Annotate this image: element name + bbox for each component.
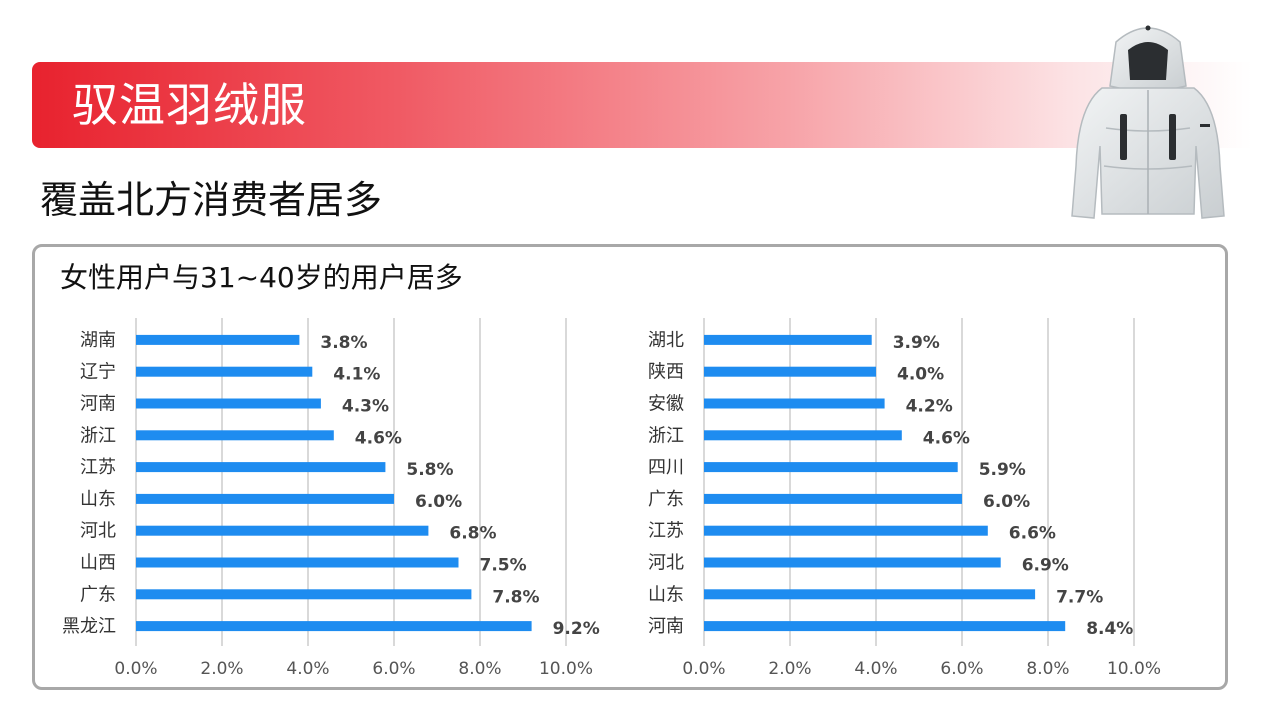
category-label: 山东	[648, 584, 684, 605]
title-banner	[32, 62, 1252, 148]
bar	[136, 398, 321, 409]
category-label: 四川	[648, 457, 684, 478]
data-label: 3.9%	[893, 333, 940, 353]
category-label: 河南	[648, 616, 684, 637]
category-label: 湖南	[80, 330, 116, 351]
data-label: 4.6%	[923, 428, 970, 448]
bar	[136, 525, 429, 536]
data-label: 4.6%	[355, 428, 402, 448]
category-label: 安徽	[648, 394, 684, 415]
category-label: 广东	[648, 489, 684, 510]
category-label: 浙江	[80, 425, 116, 446]
bar	[704, 493, 962, 504]
x-tick-label: 0.0%	[682, 659, 725, 679]
bar	[704, 621, 1066, 632]
category-label: 湖北	[648, 330, 684, 351]
x-tick-label: 8.0%	[458, 659, 501, 679]
region-chart-right-svg: 0.0% 2.0% 4.0% 6.0% 8.0% 10.0% 湖北 3.9% 陕西 4.0% 安徽 4…	[648, 318, 1161, 679]
data-label: 4.3%	[342, 397, 389, 417]
bar	[136, 493, 394, 504]
bar	[704, 525, 988, 536]
x-tick-label: 2.0%	[200, 659, 243, 679]
x-tick-label: 6.0%	[372, 659, 415, 679]
data-label: 7.7%	[1056, 587, 1103, 607]
bar	[136, 557, 459, 568]
x-tick-label: 0.0%	[114, 659, 157, 679]
category-label: 陕西	[648, 362, 684, 383]
x-tick-label: 6.0%	[940, 659, 983, 679]
x-tick-label: 10.0%	[539, 659, 593, 679]
bar	[136, 621, 532, 632]
down-jacket-image	[1071, 25, 1225, 219]
bar	[704, 589, 1036, 600]
x-tick-label: 10.0%	[1107, 659, 1161, 679]
category-label: 江苏	[648, 521, 684, 542]
data-label: 6.8%	[449, 524, 496, 544]
bar	[136, 334, 300, 345]
bar	[704, 334, 872, 345]
data-label: 4.2%	[906, 397, 953, 417]
panel-title: 女性用户与31~40岁的用户居多	[60, 261, 463, 294]
page-subtitle: 覆盖北方消费者居多	[40, 178, 383, 222]
region-chart-left-svg: 0.0% 2.0% 4.0% 6.0% 8.0% 10.0% 湖南 3.8% 辽宁 4.1% 河南 4…	[62, 318, 600, 679]
bar	[704, 462, 958, 473]
data-label: 5.9%	[979, 460, 1026, 480]
region-chart-right: 0.0% 2.0% 4.0% 6.0% 8.0% 10.0% 湖北 3.9% 陕西 4.0% 安徽 4…	[596, 318, 1176, 688]
x-tick-label: 4.0%	[286, 659, 329, 679]
category-label: 山东	[80, 489, 116, 510]
bar	[136, 462, 386, 473]
region-chart-left: 0.0% 2.0% 4.0% 6.0% 8.0% 10.0% 湖南 3.8% 辽宁 4.1% 河南 4…	[28, 318, 608, 688]
data-label: 8.4%	[1086, 619, 1133, 639]
data-label: 3.8%	[320, 333, 367, 353]
bar	[704, 366, 876, 377]
bar	[136, 589, 472, 600]
banner-title: 驭温羽绒服	[72, 78, 307, 132]
data-label: 6.0%	[983, 492, 1030, 512]
bar	[704, 398, 885, 409]
category-label: 广东	[80, 584, 116, 605]
x-tick-label: 2.0%	[768, 659, 811, 679]
data-label: 6.0%	[415, 492, 462, 512]
bar	[704, 557, 1001, 568]
category-label: 江苏	[80, 457, 116, 478]
category-label: 河北	[80, 521, 116, 542]
x-tick-label: 8.0%	[1026, 659, 1069, 679]
data-label: 9.2%	[553, 619, 600, 639]
category-label: 山西	[80, 553, 116, 574]
category-label: 河南	[80, 394, 116, 415]
category-label: 河北	[648, 553, 684, 574]
data-label: 5.8%	[406, 460, 453, 480]
data-label: 6.9%	[1022, 556, 1069, 576]
bar	[704, 430, 902, 441]
data-label: 4.1%	[333, 365, 380, 385]
data-label: 7.5%	[480, 556, 527, 576]
category-label: 浙江	[648, 425, 684, 446]
data-label: 6.6%	[1009, 524, 1056, 544]
x-tick-label: 4.0%	[854, 659, 897, 679]
data-label: 4.0%	[897, 365, 944, 385]
category-label: 辽宁	[80, 362, 116, 383]
data-label: 7.8%	[492, 587, 539, 607]
bar	[136, 366, 313, 377]
bar	[136, 430, 334, 441]
category-label: 黑龙江	[62, 616, 116, 637]
